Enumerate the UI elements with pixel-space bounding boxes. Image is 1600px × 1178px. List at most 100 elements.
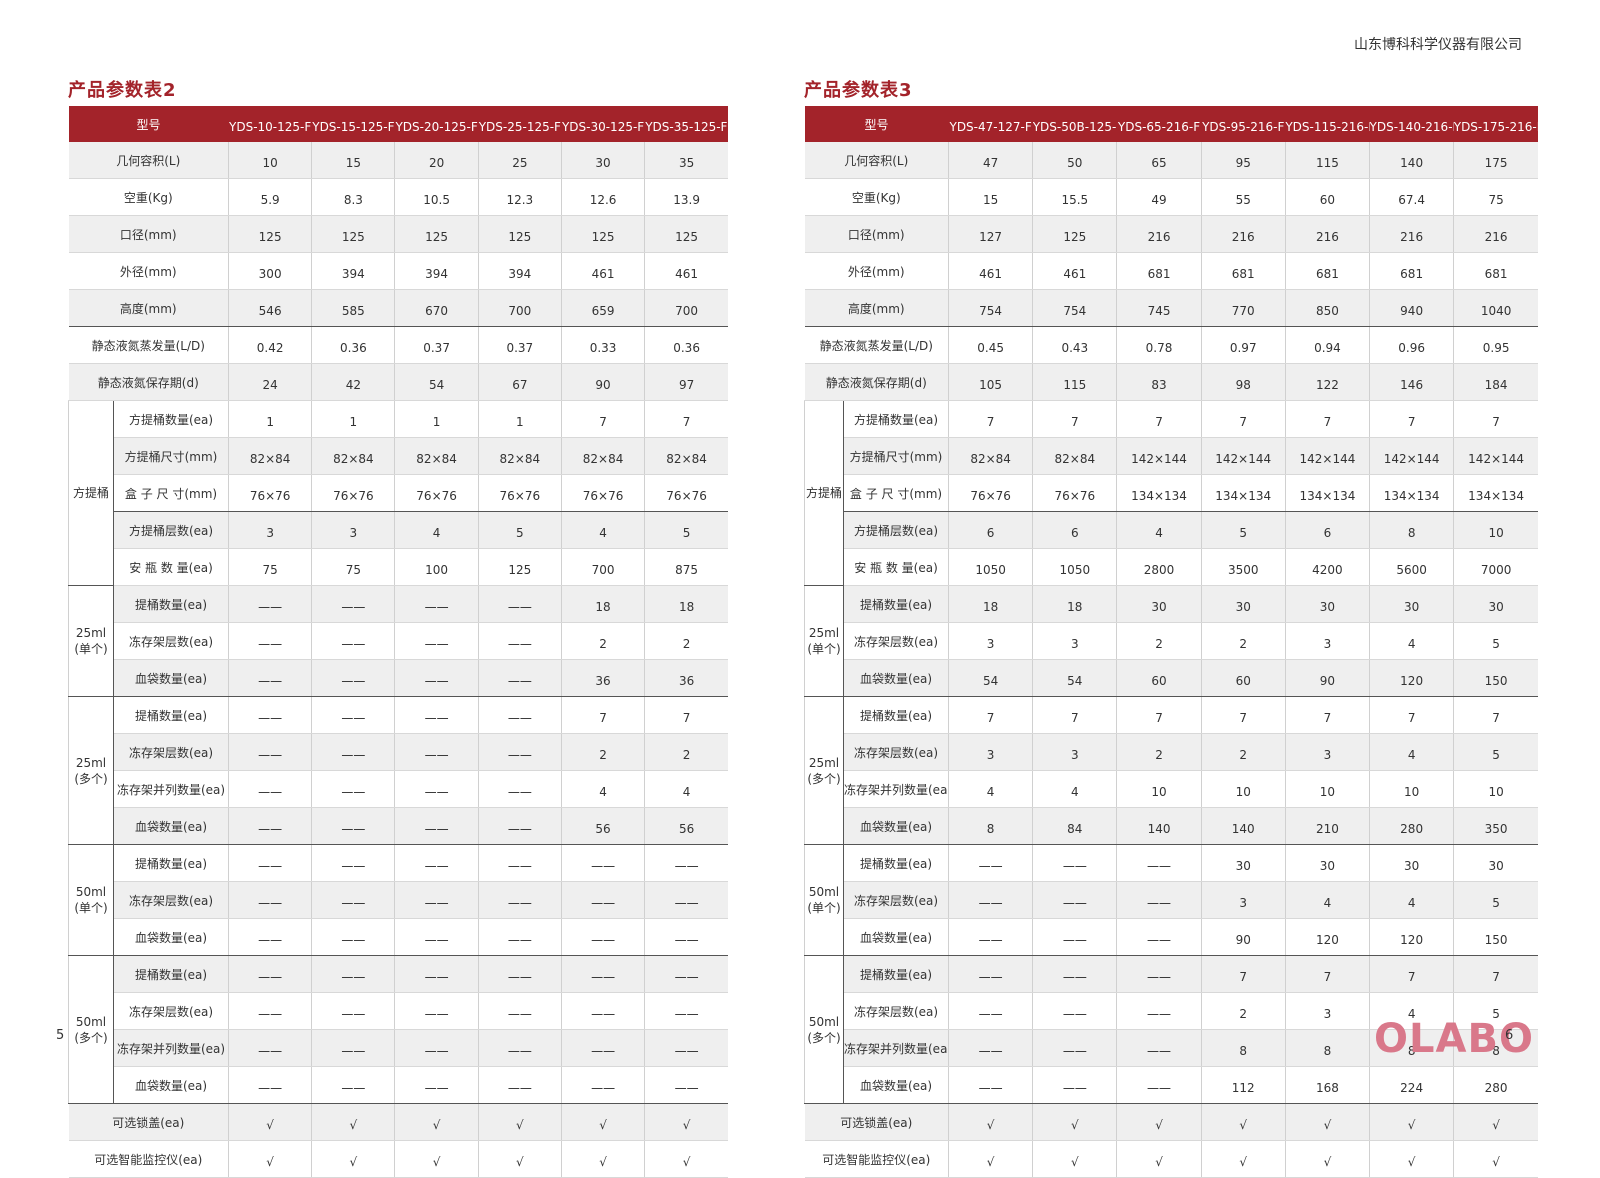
cell-value: 4 bbox=[644, 770, 728, 808]
cell-value: —— bbox=[394, 696, 479, 734]
cell-value: —— bbox=[311, 1029, 395, 1067]
cell-value: 0.33 bbox=[560, 326, 645, 364]
cell-value: —— bbox=[228, 1029, 312, 1067]
cell-value: —— bbox=[311, 696, 395, 734]
cell-value: √ bbox=[560, 1103, 645, 1141]
cell-value: 125 bbox=[477, 215, 562, 253]
cell-value: 98 bbox=[1200, 363, 1286, 401]
cell-value: —— bbox=[560, 955, 645, 993]
cell-value: 125 bbox=[1032, 215, 1117, 253]
header-row: 型号 YDS-47-127-F YDS-50B-125-F YDS-65-216-F Y… bbox=[804, 106, 1538, 142]
model-header: YDS-65-216-F bbox=[1116, 106, 1202, 142]
table-row: 冻存架层数(ea) —— —— —— —— 2 2 bbox=[69, 622, 728, 660]
cell-value: 745 bbox=[1116, 289, 1202, 327]
cell-value: 7 bbox=[948, 696, 1033, 734]
cell-value: —— bbox=[644, 955, 728, 993]
cell-value: —— bbox=[311, 733, 395, 771]
cell-value: √ bbox=[1369, 1140, 1454, 1178]
cell-value: 65 bbox=[1116, 142, 1202, 179]
cell-value: 4 bbox=[1369, 622, 1454, 660]
cell-value: 875 bbox=[644, 548, 728, 586]
cell-value: 1040 bbox=[1453, 289, 1538, 327]
cell-value: —— bbox=[394, 585, 479, 623]
cell-value: —— bbox=[1032, 844, 1117, 882]
cell-value: 184 bbox=[1453, 363, 1538, 401]
row-label: 静态液氮保存期(d) bbox=[68, 363, 229, 401]
cell-value: 7 bbox=[1369, 400, 1454, 438]
cell-value: —— bbox=[1116, 918, 1202, 956]
cell-value: —— bbox=[560, 992, 645, 1030]
cell-value: 60 bbox=[1116, 659, 1202, 697]
row-label: 血袋数量(ea) bbox=[113, 1066, 229, 1104]
cell-value: 10 bbox=[1200, 770, 1286, 808]
row-label: 冻存架并列数量(ea) bbox=[843, 1029, 949, 1067]
table-row: 冻存架层数(ea) —— —— —— —— —— —— bbox=[69, 992, 728, 1030]
cell-value: 8 bbox=[1453, 1029, 1538, 1067]
cell-value: —— bbox=[394, 992, 479, 1030]
cell-value: —— bbox=[228, 585, 312, 623]
row-label: 提桶数量(ea) bbox=[113, 696, 229, 734]
cell-value: 546 bbox=[228, 289, 312, 327]
cell-value: —— bbox=[560, 844, 645, 882]
row-group-label: 方提桶 bbox=[68, 400, 114, 586]
cell-value: 125 bbox=[311, 215, 395, 253]
table-row: 高度(mm) 546 585 670 700 659 700 bbox=[68, 289, 728, 327]
cell-value: 5 bbox=[644, 511, 728, 549]
cell-value: 82×84 bbox=[311, 437, 395, 475]
cell-value: 36 bbox=[644, 659, 728, 697]
table-row: 外径(mm) 300 394 394 394 461 461 bbox=[68, 252, 728, 290]
row-label: 冻存架并列数量(ea) bbox=[113, 1029, 229, 1067]
cell-value: 18 bbox=[1032, 585, 1117, 623]
row-label: 提桶数量(ea) bbox=[113, 955, 229, 993]
model-header: YDS-175-216-F bbox=[1453, 106, 1538, 142]
table-title: 产品参数表2 bbox=[68, 80, 177, 101]
cell-value: 216 bbox=[1200, 215, 1286, 253]
cell-value: —— bbox=[311, 955, 395, 993]
header-model-label: 型号 bbox=[804, 106, 949, 142]
cell-value: √ bbox=[1453, 1140, 1538, 1178]
cell-value: —— bbox=[1032, 881, 1117, 919]
cell-value: 30 bbox=[1453, 585, 1538, 623]
cell-value: 30 bbox=[1200, 844, 1286, 882]
cell-value: —— bbox=[228, 696, 312, 734]
table-row: 25ml (多个) 提桶数量(ea) —— —— —— —— 7 7 bbox=[68, 696, 728, 845]
cell-value: 54 bbox=[394, 363, 479, 401]
cell-value: —— bbox=[228, 807, 312, 845]
cell-value: 4 bbox=[1284, 881, 1370, 919]
table-row: 25ml (单个) 提桶数量(ea) 18 18 30 30 30 30 30 bbox=[804, 585, 1538, 697]
cell-value: 0.78 bbox=[1116, 326, 1202, 364]
row-label: 静态液氮蒸发量(L/D) bbox=[804, 326, 949, 364]
table-row: 空重(Kg) 5.9 8.3 10.5 12.3 12.6 13.9 bbox=[68, 178, 728, 216]
cell-value: 10 bbox=[1453, 511, 1538, 549]
cell-value: 82×84 bbox=[644, 437, 728, 475]
cell-value: —— bbox=[228, 733, 312, 771]
table-row: 口径(mm) 125 125 125 125 125 125 bbox=[68, 215, 728, 253]
model-header: YDS-47-127-F bbox=[948, 106, 1033, 142]
cell-value: —— bbox=[394, 659, 479, 697]
row-label: 方提桶尺寸(mm) bbox=[113, 437, 229, 475]
cell-value: 3 bbox=[1284, 733, 1370, 771]
row-label: 冻存架层数(ea) bbox=[843, 622, 949, 660]
cell-value: √ bbox=[477, 1140, 562, 1178]
cell-value: —— bbox=[477, 622, 562, 660]
table-row: 冻存架层数(ea) —— —— —— 3 4 4 5 bbox=[805, 881, 1538, 919]
cell-value: —— bbox=[228, 881, 312, 919]
cell-value: 10 bbox=[1369, 770, 1454, 808]
cell-value: 681 bbox=[1369, 252, 1454, 290]
cell-value: —— bbox=[1032, 955, 1117, 993]
cell-value: 1 bbox=[394, 400, 479, 438]
cell-value: 7 bbox=[1284, 400, 1370, 438]
cell-value: 47 bbox=[948, 142, 1033, 179]
cell-value: √ bbox=[948, 1103, 1033, 1141]
table-row: 静态液氮保存期(d) 24 42 54 67 90 97 bbox=[68, 363, 728, 401]
cell-value: 75 bbox=[228, 548, 312, 586]
cell-value: 76×76 bbox=[560, 474, 645, 512]
cell-value: 7 bbox=[644, 400, 728, 438]
model-header: YDS-95-216-F bbox=[1201, 106, 1286, 142]
cell-value: 8 bbox=[948, 807, 1033, 845]
cell-value: 10 bbox=[228, 142, 312, 179]
cell-value: √ bbox=[394, 1140, 479, 1178]
cell-value: 10.5 bbox=[394, 178, 479, 216]
cell-value: 461 bbox=[1032, 252, 1117, 290]
cell-value: —— bbox=[477, 696, 562, 734]
